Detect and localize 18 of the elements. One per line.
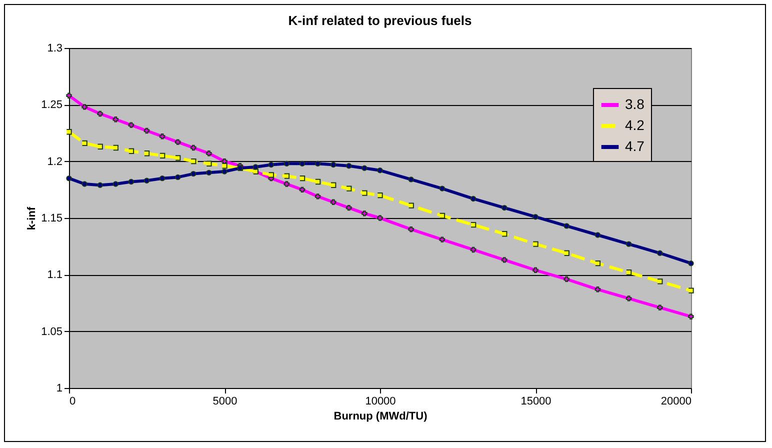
legend-label: 3.8	[625, 96, 645, 112]
x-tick-label: 20000	[660, 396, 692, 408]
legend-label: 4.7	[625, 138, 645, 154]
legend-label: 4.2	[625, 117, 645, 133]
chart-title: K-inf related to previous fuels	[288, 13, 472, 28]
x-axis-title: Burnup (MWd/TU)	[334, 410, 428, 422]
x-tick-label: 0	[70, 396, 76, 408]
y-tick-label: 1.05	[41, 326, 62, 338]
x-tick-label: 10000	[365, 396, 396, 408]
y-tick-label: 1.1	[47, 269, 62, 282]
y-axis-title: k-inf	[26, 206, 38, 230]
y-tick-label: 1	[56, 382, 62, 394]
x-tick-label: 15000	[520, 396, 552, 408]
y-tick-label: 1.25	[41, 99, 62, 112]
x-tick-label: 5000	[212, 396, 238, 408]
y-tick-label: 1.3	[47, 42, 62, 54]
y-tick-label: 1.2	[47, 156, 62, 168]
y-tick-label: 1.15	[41, 212, 62, 224]
